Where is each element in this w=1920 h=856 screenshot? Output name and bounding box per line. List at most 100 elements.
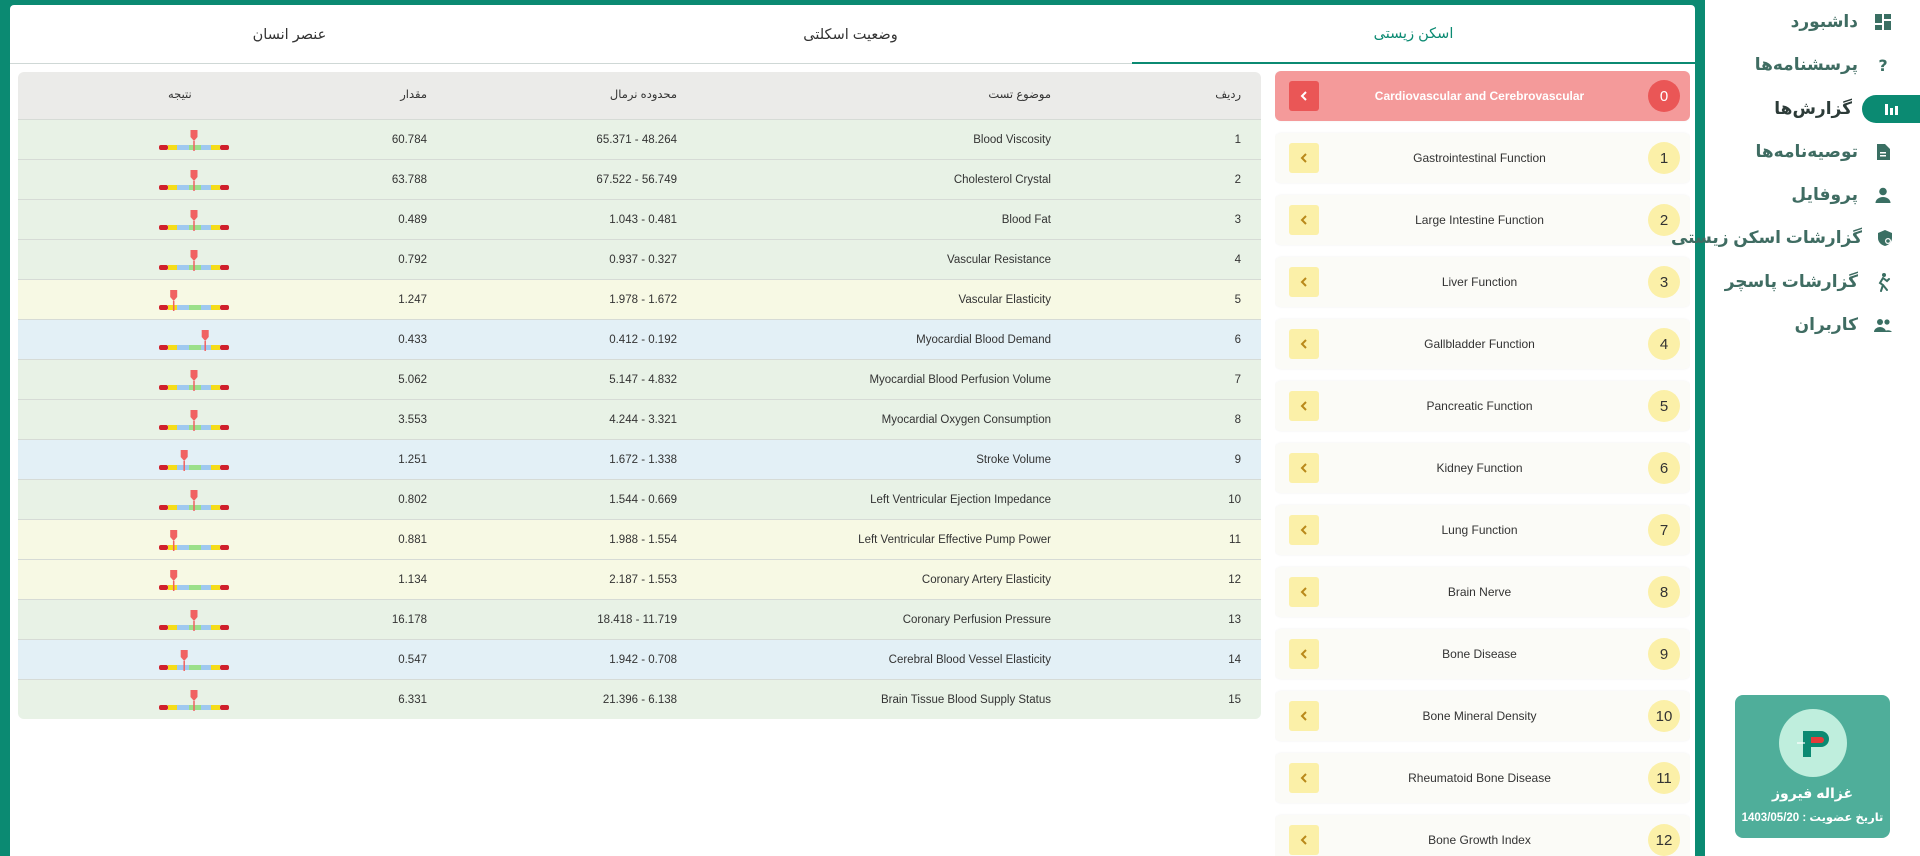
category-item[interactable]: Liver Function 3 — [1275, 257, 1690, 307]
gauge-segment — [177, 345, 189, 350]
gauge-segment — [159, 585, 168, 590]
tab-human-element[interactable]: عنصر انسان — [252, 26, 327, 43]
profile-card[interactable]: غزاله فیروز تاریخ عضویت : 1403/05/20 — [1735, 695, 1890, 838]
category-item[interactable]: Rheumatoid Bone Disease 11 — [1275, 753, 1690, 803]
sidebar-item-document[interactable]: توصیه‌نامه‌ها — [1705, 137, 1920, 167]
sidebar-item-posture[interactable]: گزارشات پاسچر — [1705, 267, 1920, 297]
chevron-left-icon[interactable] — [1289, 577, 1319, 607]
chevron-left-icon[interactable] — [1289, 391, 1319, 421]
category-item[interactable]: Cardiovascular and Cerebrovascular 0 — [1275, 71, 1690, 121]
result-gauge — [159, 360, 229, 400]
gauge-segment — [168, 225, 177, 230]
gauge-segment — [201, 345, 211, 350]
result-gauge — [159, 680, 229, 720]
gauge-segment — [211, 625, 220, 630]
test-topic: Vascular Elasticity — [958, 294, 1051, 306]
chevron-left-icon[interactable] — [1289, 267, 1319, 297]
category-item[interactable]: Bone Disease 9 — [1275, 629, 1690, 679]
tab-skeletal-status[interactable]: وضعیت اسکلتی — [803, 26, 898, 43]
sidebar-item-dashboard[interactable]: داشبورد — [1705, 7, 1920, 37]
category-item[interactable]: Large Intestine Function 2 — [1275, 195, 1690, 245]
gauge-marker-stem — [193, 141, 195, 151]
sidebar-item-chart[interactable]: گزارش‌ها — [1705, 94, 1920, 124]
row-number: 14 — [1228, 654, 1241, 666]
header-result: نتیجه — [168, 89, 192, 101]
category-label: Gallbladder Function — [1424, 337, 1535, 351]
chevron-left-icon[interactable] — [1289, 453, 1319, 483]
test-topic: Cholesterol Crystal — [953, 174, 1051, 186]
row-number: 2 — [1234, 174, 1241, 186]
chevron-left-icon[interactable] — [1289, 143, 1319, 173]
gauge-segment — [220, 585, 229, 590]
category-item[interactable]: Gallbladder Function 4 — [1275, 319, 1690, 369]
gauge-segment — [168, 465, 177, 470]
tab-bio-scan[interactable]: اسکن زیستی — [1132, 5, 1695, 64]
category-item[interactable]: Brain Nerve 8 — [1275, 567, 1690, 617]
category-label: Bone Mineral Density — [1422, 709, 1537, 723]
category-item[interactable]: Lung Function 7 — [1275, 505, 1690, 555]
category-item[interactable]: Bone Growth Index 12 — [1275, 815, 1690, 856]
chevron-left-icon[interactable] — [1289, 205, 1319, 235]
category-item[interactable]: Pancreatic Function 5 — [1275, 381, 1690, 431]
sidebar-item-question[interactable]: ? پرسشنامه‌ها — [1705, 50, 1920, 80]
results-table: ردیف موضوع تست محدوده نرمال مقدار نتیجه … — [18, 72, 1261, 719]
main-panel: اسکن زیستی وضعیت اسکلتی عنصر انسان ردیف … — [10, 5, 1695, 856]
chevron-left-icon[interactable] — [1289, 825, 1319, 855]
normal-range: 1.988 - 1.554 — [609, 534, 677, 546]
gauge-segment — [159, 385, 168, 390]
category-number-badge: 0 — [1648, 80, 1680, 112]
gauge-segment — [177, 225, 189, 230]
gauge-segment — [177, 425, 189, 430]
category-label: Bone Disease — [1442, 647, 1517, 661]
result-gauge-graphic — [159, 570, 229, 591]
category-number-badge: 10 — [1648, 700, 1680, 732]
gauge-segment — [189, 305, 201, 310]
gauge-marker-stem — [172, 301, 175, 311]
result-gauge — [159, 600, 229, 640]
table-row: 6 Myocardial Blood Demand 0.412 - 0.192 0.4… — [18, 319, 1261, 359]
table-body: 1 Blood Viscosity 65.371 - 48.264 60.784 2 Ch… — [18, 119, 1261, 719]
category-item[interactable]: Gastrointestinal Function 1 — [1275, 133, 1690, 183]
gauge-segment — [201, 225, 211, 230]
gauge-segment — [201, 305, 211, 310]
gauge-segment — [177, 505, 189, 510]
category-item[interactable]: Bone Mineral Density 10 — [1275, 691, 1690, 741]
sidebar-item-label: توصیه‌نامه‌ها — [1755, 142, 1859, 161]
sidebar-item-person[interactable]: پروفایل — [1705, 180, 1920, 210]
row-number: 3 — [1234, 214, 1241, 226]
dashboard-icon — [1872, 11, 1894, 33]
category-item[interactable]: Kidney Function 6 — [1275, 443, 1690, 493]
sidebar-item-shield[interactable]: گزارشات اسکن زیستی — [1671, 223, 1920, 253]
chevron-left-icon[interactable] — [1289, 701, 1319, 731]
normal-range: 65.371 - 48.264 — [596, 134, 677, 146]
measured-value: 1.134 — [398, 574, 427, 586]
result-gauge — [159, 480, 229, 520]
gauge-segment — [201, 505, 211, 510]
sidebar-item-users[interactable]: کاربران — [1705, 310, 1920, 340]
result-gauge — [159, 400, 229, 440]
test-topic: Brain Tissue Blood Supply Status — [880, 694, 1051, 706]
chevron-left-icon[interactable] — [1289, 515, 1319, 545]
profile-name: غزاله فیروز — [1771, 785, 1854, 801]
gauge-segment — [159, 545, 168, 550]
svg-text:?: ? — [1878, 56, 1887, 74]
chevron-left-icon[interactable] — [1289, 329, 1319, 359]
category-label: Cardiovascular and Cerebrovascular — [1374, 89, 1585, 103]
header-test-topic: موضوع تست — [988, 89, 1051, 101]
chevron-left-icon[interactable] — [1289, 763, 1319, 793]
gauge-marker — [190, 250, 198, 261]
gauge-segment — [177, 185, 189, 190]
chevron-left-icon[interactable] — [1289, 81, 1319, 111]
gauge-marker-stem — [193, 621, 195, 631]
gauge-marker — [190, 690, 198, 701]
table-header: ردیف موضوع تست محدوده نرمال مقدار نتیجه — [18, 72, 1261, 119]
category-number-badge: 5 — [1648, 390, 1680, 422]
measured-value: 5.062 — [398, 374, 427, 386]
row-number: 12 — [1228, 574, 1241, 586]
chevron-left-icon[interactable] — [1289, 639, 1319, 669]
gauge-segment — [189, 425, 201, 430]
table-row: 13 Coronary Perfusion Pressure 18.418 - 11… — [18, 599, 1261, 639]
gauge-segment — [211, 585, 220, 590]
gauge-segment — [189, 345, 201, 350]
gauge-segment — [211, 545, 220, 550]
